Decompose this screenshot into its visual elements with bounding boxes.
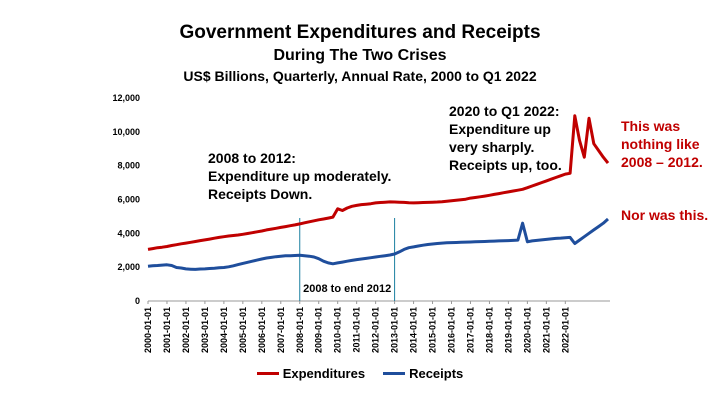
x-tick-label: 2017-01-01 [465, 307, 475, 353]
annotation-line: very sharply. [449, 139, 535, 155]
annotation-line: Receipts Down. [208, 186, 313, 202]
x-tick-label: 2000-01-01 [143, 307, 153, 353]
x-tick-label: 2003-01-01 [200, 307, 210, 353]
y-tick-label: 0 [135, 296, 140, 306]
x-tick-label: 2001-01-01 [162, 307, 172, 353]
x-tick-label: 2006-01-01 [257, 307, 267, 353]
chart-units: US$ Billions, Quarterly, Annual Rate, 20… [183, 68, 537, 84]
x-tick-label: 2007-01-01 [276, 307, 286, 353]
x-tick-label: 2011-01-01 [352, 307, 362, 353]
x-tick-label: 2019-01-01 [503, 307, 513, 353]
y-tick-label: 4,000 [117, 228, 140, 238]
legend-label: Expenditures [282, 366, 366, 381]
note-receipts: Nor was this. [621, 206, 708, 224]
x-tick-label: 2009-01-01 [314, 307, 324, 353]
x-tick-label: 2004-01-01 [219, 307, 229, 353]
period-label: 2008 to end 2012 [303, 283, 391, 295]
x-tick-label: 2014-01-01 [409, 307, 419, 353]
chart-subtitle: During The Two Crises [273, 47, 447, 64]
note-expenditure: This was nothing like 2008 – 2012. [621, 117, 703, 171]
note-line: nothing like [621, 136, 700, 152]
annotation-line: Expenditure up [449, 121, 551, 137]
legend-label: Receipts [409, 366, 464, 381]
annotation-line: 2008 to 2012: [208, 150, 296, 166]
x-tick-label: 2020-01-01 [522, 307, 532, 353]
note-line: 2008 – 2012. [621, 154, 703, 170]
x-tick-label: 2013-01-01 [390, 307, 400, 353]
y-tick-label: 6,000 [117, 195, 140, 205]
x-tick-label: 2010-01-01 [333, 307, 343, 353]
x-tick-label: 2015-01-01 [428, 307, 438, 353]
x-tick-label: 2016-01-01 [447, 307, 457, 353]
y-tick-label: 2,000 [117, 262, 140, 272]
x-tick-label: 2002-01-01 [181, 307, 191, 353]
note-line: Nor was this. [621, 207, 709, 223]
y-tick-label: 10,000 [112, 127, 140, 137]
x-tick-label: 2005-01-01 [238, 307, 248, 353]
annotation-line: Receipts up, too. [449, 157, 562, 173]
series-line-expenditures [147, 114, 610, 251]
y-tick-label: 8,000 [117, 161, 140, 171]
annotation-line: Expenditure up moderately. [208, 168, 392, 184]
legend-item-receipts: Receipts [383, 366, 463, 381]
note-line: This was [621, 118, 681, 134]
annotation-crisis-2020: 2020 to Q1 2022: Expenditure up very sha… [449, 102, 562, 174]
annotation-line: 2020 to Q1 2022: [449, 103, 560, 119]
chart-title: Government Expenditures and Receipts [179, 22, 541, 43]
legend-item-expenditures: Expenditures [256, 366, 366, 381]
x-tick-label: 2018-01-01 [484, 307, 494, 353]
legend-swatch [383, 372, 406, 375]
legend-swatch [256, 372, 279, 375]
x-tick-label: 2012-01-01 [371, 307, 381, 353]
y-tick-label: 12,000 [112, 93, 140, 103]
x-tick-label: 2022-01-01 [560, 307, 570, 353]
legend: Expenditures Receipts [0, 366, 720, 381]
annotation-crisis-2008: 2008 to 2012: Expenditure up moderately.… [208, 149, 391, 203]
series-line-receipts [147, 217, 609, 271]
x-tick-label: 2021-01-01 [541, 307, 551, 353]
x-tick-label: 2008-01-01 [295, 307, 305, 353]
